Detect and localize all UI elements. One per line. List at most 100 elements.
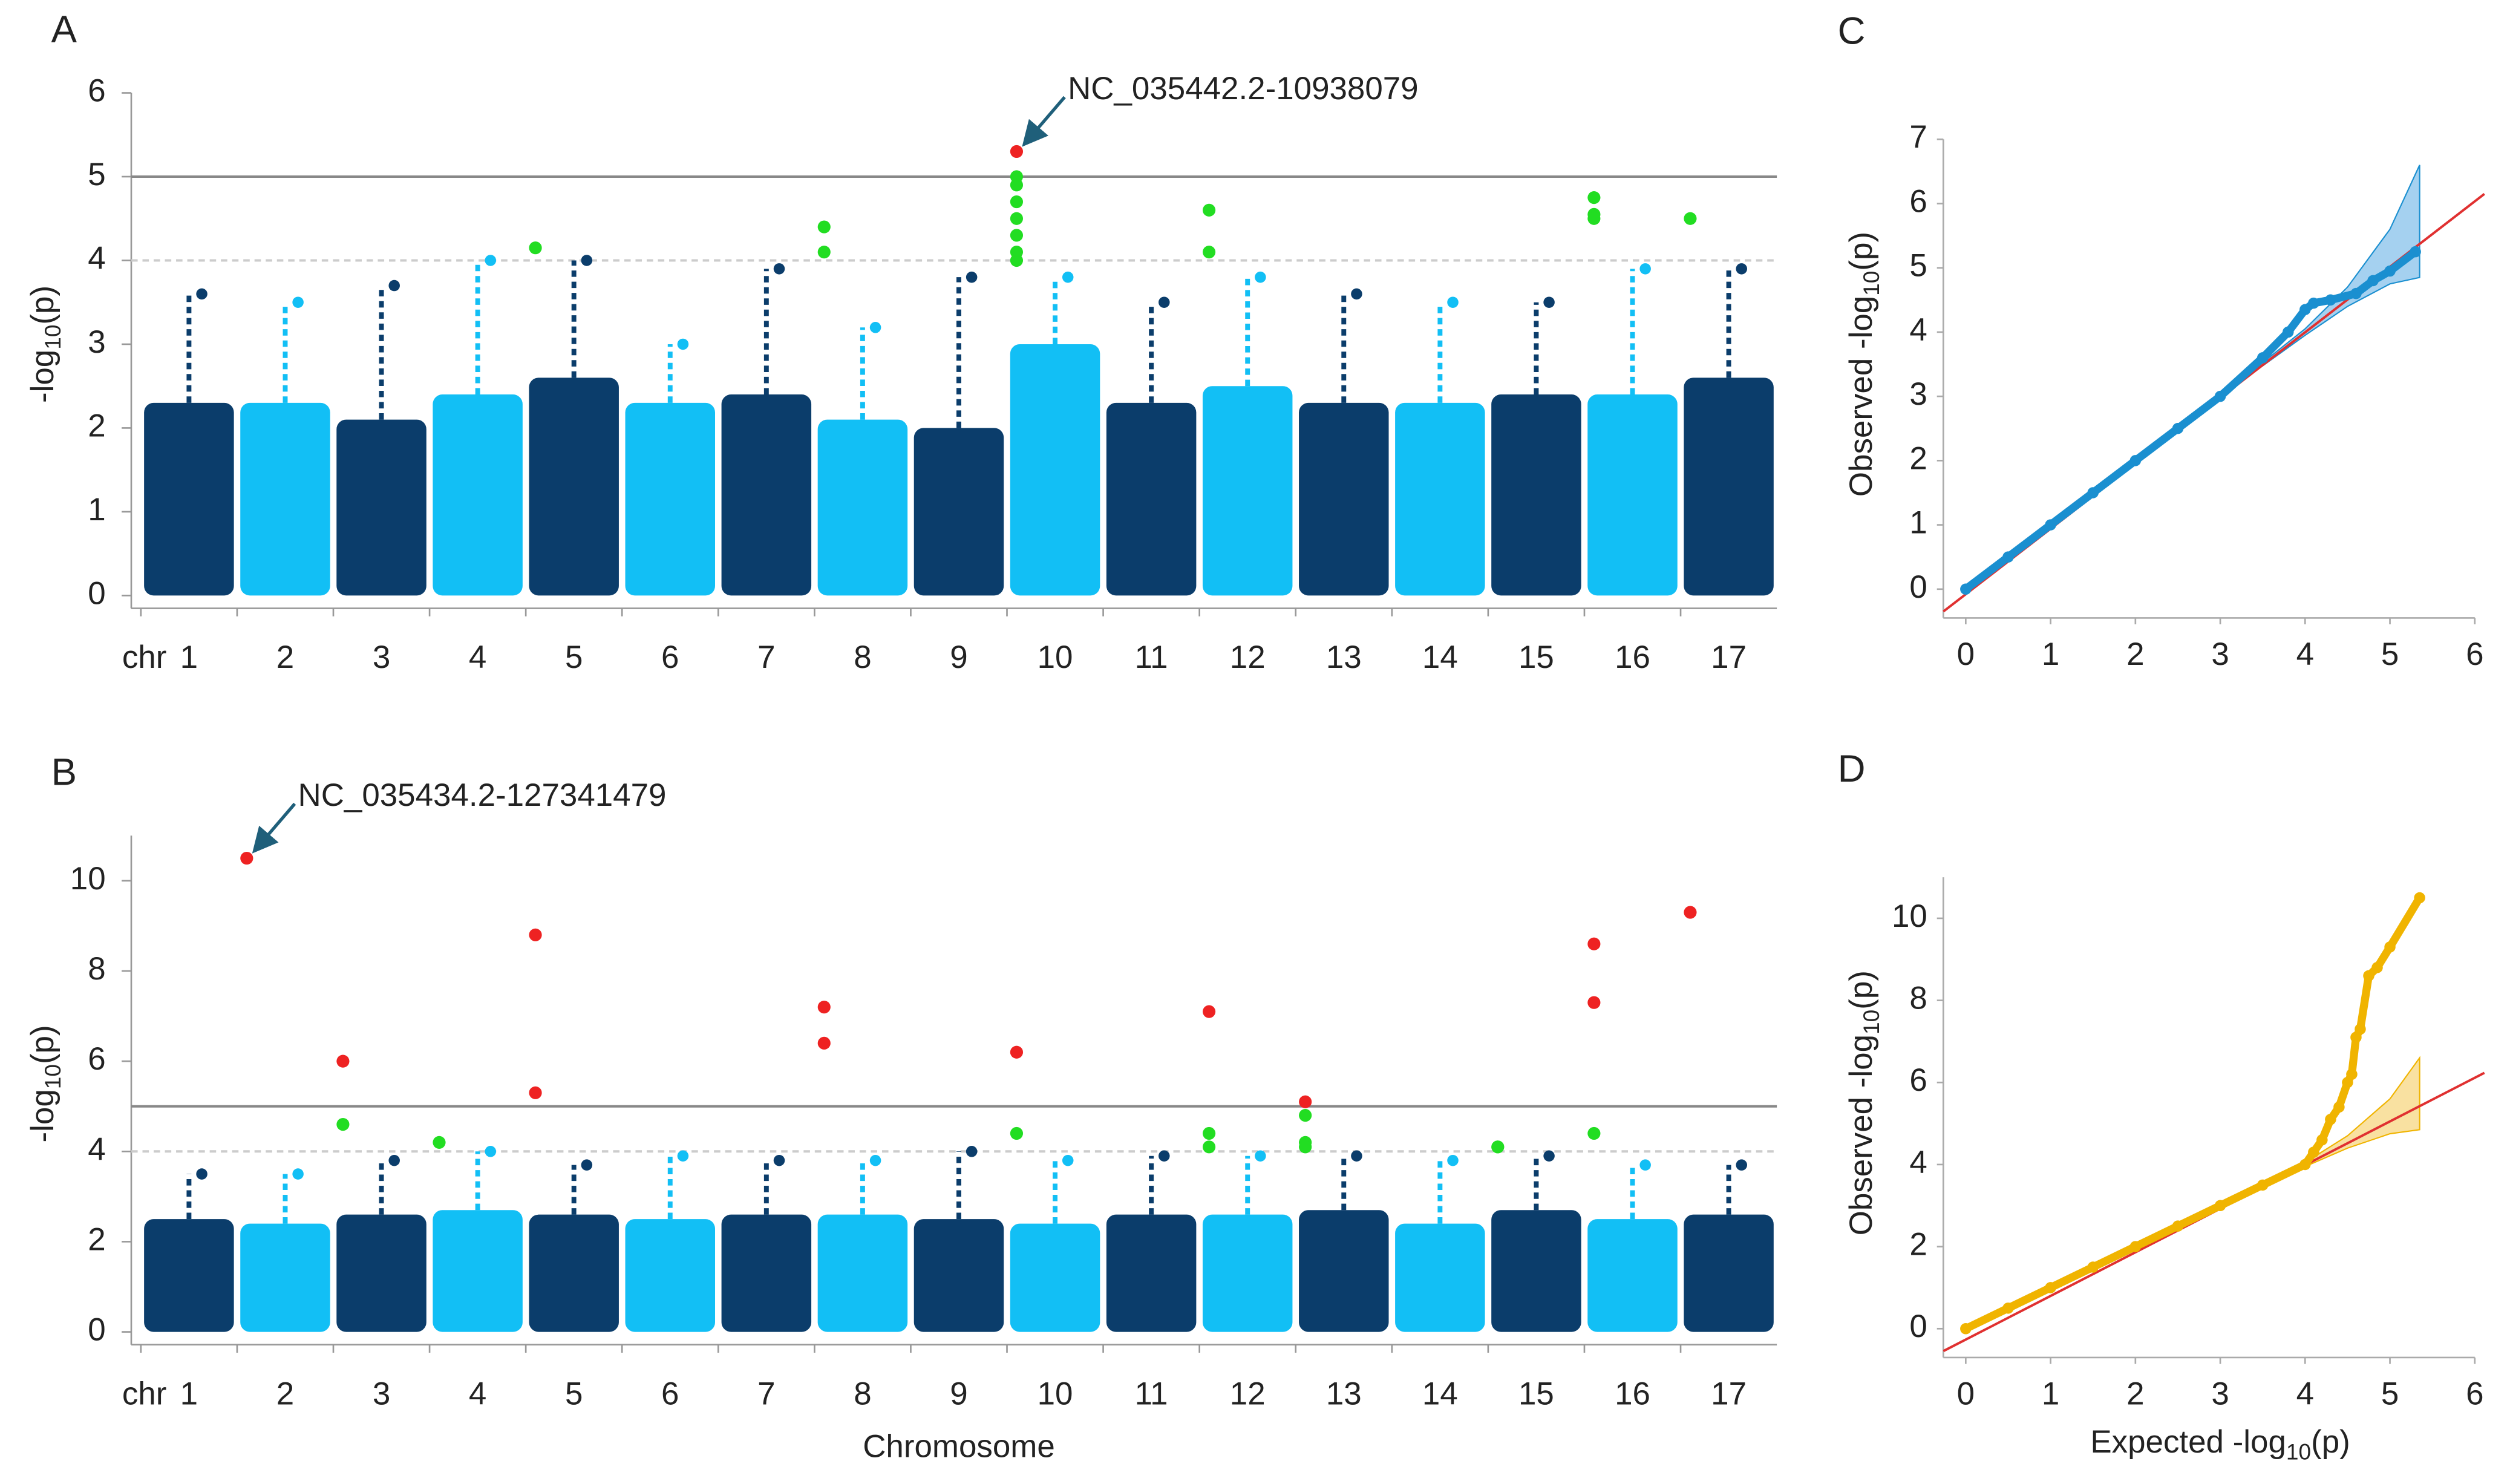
x-tick-label: 10 — [1038, 1376, 1073, 1411]
snp-max — [581, 1159, 593, 1171]
x-tick-label: 9 — [950, 1376, 967, 1411]
x-tick-label: 3 — [373, 1376, 390, 1411]
snp-cloud — [240, 1223, 330, 1332]
x-tick-label: 2 — [2126, 1376, 2144, 1411]
snp-cloud — [1587, 1219, 1678, 1332]
snp-max — [1447, 296, 1459, 308]
snp-cloud — [1106, 1214, 1197, 1332]
snp-max — [773, 1154, 785, 1166]
qq-point — [2045, 519, 2056, 531]
x-tick-label: 6 — [661, 1376, 679, 1411]
highlight-point — [1587, 1126, 1601, 1140]
highlight-point — [1684, 906, 1697, 919]
y-tick-label: 2 — [1909, 440, 1927, 476]
qq-point — [2214, 1200, 2226, 1212]
x-tick-label: 14 — [1422, 639, 1458, 675]
snp-cloud — [144, 1219, 234, 1332]
label-prefix: Expected -log — [2090, 1424, 2286, 1460]
highlight-point — [1010, 1126, 1024, 1140]
y-tick-label: 2 — [1909, 1227, 1927, 1263]
y-tick-label: 6 — [88, 73, 105, 109]
x-tick-label: 6 — [2466, 1376, 2483, 1411]
qq-point — [2384, 265, 2396, 277]
y-tick-label: 0 — [1909, 569, 1927, 605]
x-tick-label: 4 — [2296, 1376, 2314, 1411]
snp-cloud — [913, 1219, 1004, 1332]
x-tick-label: 8 — [854, 1376, 871, 1411]
snp-max — [1543, 296, 1555, 308]
highlight-point — [336, 1054, 350, 1068]
qq-line — [1963, 248, 2418, 593]
snp-max — [1639, 1159, 1651, 1171]
snp-cloud — [1491, 1210, 1581, 1332]
snp-cloud — [144, 402, 234, 596]
label-sub: 10 — [40, 1064, 65, 1089]
label-suffix: (p) — [25, 286, 60, 325]
x-tick-label: 7 — [757, 639, 775, 675]
qq-point — [2299, 304, 2311, 316]
qq-point — [2333, 1101, 2345, 1113]
highlight-point — [529, 928, 542, 941]
snp-max — [388, 279, 400, 292]
snp-cloud — [817, 1214, 908, 1332]
qq-line — [1964, 895, 2423, 1333]
axis-label: -log10(p) — [25, 286, 65, 403]
x-tick-label: 5 — [565, 639, 583, 675]
panel-label: A — [51, 8, 77, 51]
label-prefix: Observed -log — [1843, 296, 1879, 497]
highlight-point — [1491, 1140, 1505, 1154]
qq-point — [2410, 246, 2421, 258]
snp-cloud — [817, 419, 908, 596]
y-tick-label: 1 — [1909, 505, 1927, 541]
axis-label: Observed -log10(p) — [1843, 232, 1884, 497]
qq-point — [2257, 1179, 2269, 1191]
confidence-band — [2220, 165, 2420, 397]
snp-cloud — [1202, 386, 1293, 596]
highlight-point — [817, 220, 831, 234]
highlight-point — [1010, 145, 1024, 159]
x-tick-label: 12 — [1230, 639, 1266, 675]
x-tick-label: 5 — [2381, 1376, 2399, 1411]
snp-max — [773, 263, 785, 275]
snp-cloud — [625, 1219, 716, 1332]
snp-max — [1736, 1159, 1748, 1171]
snp-max — [869, 322, 881, 333]
highlight-point — [433, 1136, 446, 1149]
highlight-point — [1010, 253, 1024, 267]
qq-point — [2129, 1241, 2142, 1252]
x-tick-label: 6 — [2466, 636, 2483, 672]
x-tick-label: 8 — [854, 639, 871, 675]
qq-point — [2414, 892, 2425, 904]
axis-label: Expected -log10(p) — [2090, 1424, 2350, 1465]
label-suffix: (p) — [2311, 1424, 2350, 1460]
y-tick-label: 3 — [88, 324, 105, 360]
y-tick-label: 3 — [1909, 376, 1927, 412]
axis-label: Observed -log10(p) — [1843, 970, 1884, 1235]
label-suffix: (p) — [25, 1025, 60, 1064]
x-tick-label: 11 — [1135, 1376, 1168, 1411]
qq-point — [2002, 551, 2014, 563]
qq-point — [2316, 1134, 2328, 1146]
snp-max — [1543, 1150, 1555, 1162]
snp-max — [677, 1150, 689, 1162]
qq-point — [1960, 583, 1972, 595]
y-tick-label: 6 — [88, 1041, 105, 1077]
snp-max — [1255, 1150, 1266, 1162]
qq-point — [2325, 294, 2336, 306]
qq-point — [2355, 1023, 2366, 1035]
snp-max — [1062, 1154, 1074, 1166]
highlight-point — [1299, 1140, 1312, 1154]
label-sub: 10 — [1858, 271, 1884, 296]
snp-max — [1159, 1150, 1170, 1162]
highlight-point — [1010, 1045, 1024, 1059]
highlight-point — [1299, 1109, 1312, 1122]
x-tick-label: 1 — [180, 639, 198, 675]
x-tick-label: 3 — [2211, 1376, 2229, 1411]
qq-point — [2172, 1220, 2184, 1232]
y-tick-label: 6 — [1909, 183, 1927, 219]
y-tick-label: 2 — [88, 408, 105, 443]
snp-cloud — [1010, 344, 1100, 596]
y-tick-label: 8 — [1909, 981, 1927, 1016]
snp-cloud — [1299, 1210, 1389, 1332]
